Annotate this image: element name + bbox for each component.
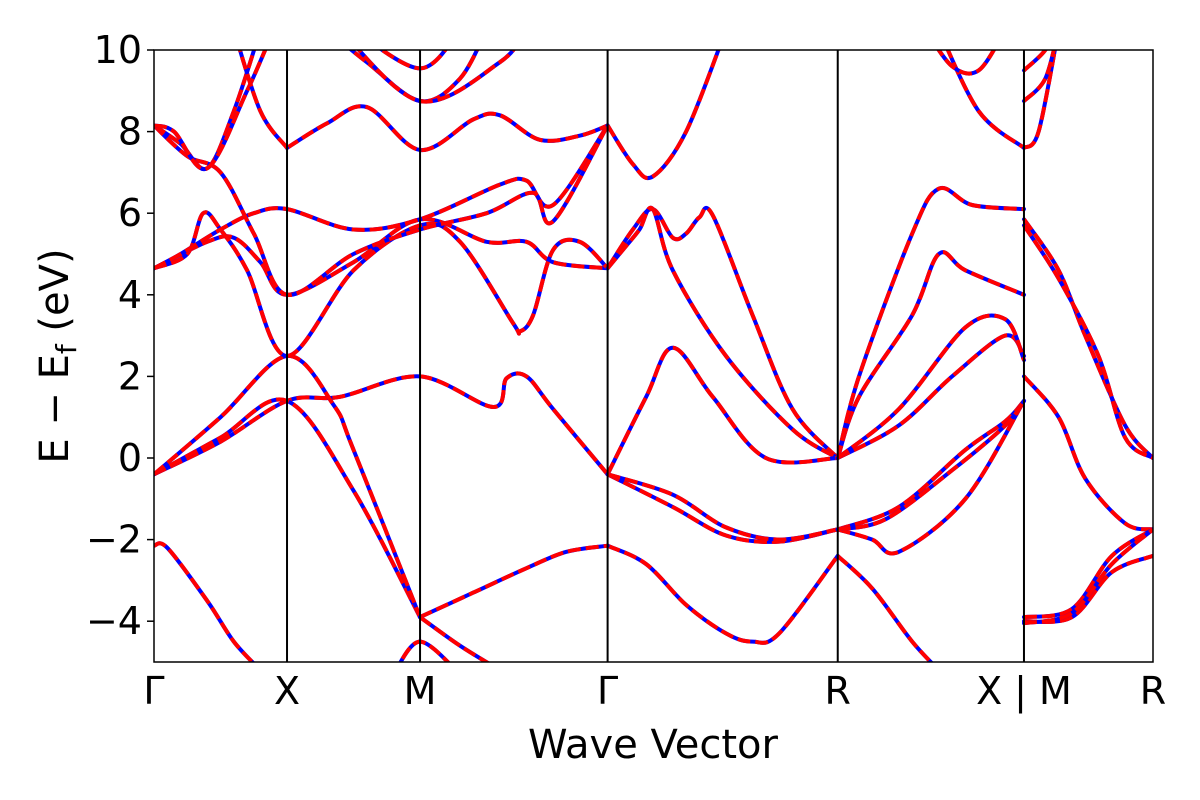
band-line-overlay xyxy=(356,50,516,104)
y-axis-ticks: −4 −2 0 2 4 6 8 10 xyxy=(86,28,154,643)
band-line-overlay xyxy=(1023,527,1153,626)
band-line-overlay xyxy=(605,50,721,181)
y-tick-label: 8 xyxy=(118,110,142,154)
band-line-overlay xyxy=(605,205,840,460)
band-line-overlay xyxy=(1022,50,1056,103)
x-tick-label: X | M xyxy=(976,669,1072,714)
x-tick-label: R xyxy=(825,669,851,713)
band-line-overlay xyxy=(418,615,491,662)
band-line-overlay xyxy=(1022,50,1057,150)
y-tick-label: 2 xyxy=(118,354,142,398)
plot-frame xyxy=(153,49,1154,663)
x-axis-ticks: Γ X M Γ R X | M R xyxy=(143,669,1166,714)
band-line-overlay xyxy=(154,217,608,297)
band-line-overlay xyxy=(154,124,610,297)
y-tick-label: −2 xyxy=(86,518,142,562)
band-line-overlay xyxy=(836,333,1026,460)
y-axis-label-main: E − E xyxy=(32,354,78,464)
bands-layer xyxy=(154,50,1153,662)
high-symmetry-lines xyxy=(286,50,1025,662)
band-line-overlay xyxy=(154,50,268,171)
band-line-overlay xyxy=(1022,375,1153,532)
band-line-overlay xyxy=(945,50,1026,150)
band-line-overlay xyxy=(1023,527,1153,620)
band-line-overlay xyxy=(1022,218,1153,460)
y-tick-label: −4 xyxy=(86,599,142,643)
x-axis-label: Wave Vector xyxy=(528,722,779,768)
band-line-overlay xyxy=(835,250,1025,459)
y-axis-label-unit: (eV) xyxy=(32,248,78,344)
x-tick-label: Γ xyxy=(597,669,618,713)
band-line-overlay xyxy=(419,543,608,619)
band-line-overlay xyxy=(154,541,256,662)
band-line-overlay xyxy=(1022,224,1153,460)
band-line-overlay xyxy=(835,185,1025,459)
band-line-overlay xyxy=(606,543,840,645)
band-line-overlay xyxy=(837,399,1026,532)
band-line-overlay xyxy=(285,104,609,153)
y-axis-label-subscript: f xyxy=(50,343,83,354)
band-line-overlay xyxy=(606,205,839,460)
band-line-overlay xyxy=(237,50,289,150)
y-axis-label: E − Ef (eV) xyxy=(32,248,83,463)
x-tick-label: R xyxy=(1140,669,1166,713)
x-tick-label: M xyxy=(404,669,437,713)
band-line-overlay xyxy=(154,354,422,618)
band-line-overlay xyxy=(1022,50,1048,72)
y-tick-label: 4 xyxy=(118,273,142,317)
y-tick-label: 10 xyxy=(94,28,142,72)
band-line-overlay xyxy=(154,371,610,477)
band-line-overlay xyxy=(837,399,1026,556)
band-line-overlay xyxy=(836,313,1026,460)
band-line-overlay xyxy=(837,399,1026,532)
x-tick-label: Γ xyxy=(143,669,164,713)
y-tick-label: 0 xyxy=(118,436,142,480)
band-line-overlay xyxy=(154,397,422,619)
x-tick-label: X xyxy=(274,669,300,713)
band-line-overlay xyxy=(607,472,839,542)
band-line-overlay xyxy=(836,554,934,662)
band-line-overlay xyxy=(605,345,838,476)
band-line-overlay xyxy=(154,210,610,358)
y-tick-label: 6 xyxy=(118,191,142,235)
plot-background xyxy=(154,50,1153,662)
